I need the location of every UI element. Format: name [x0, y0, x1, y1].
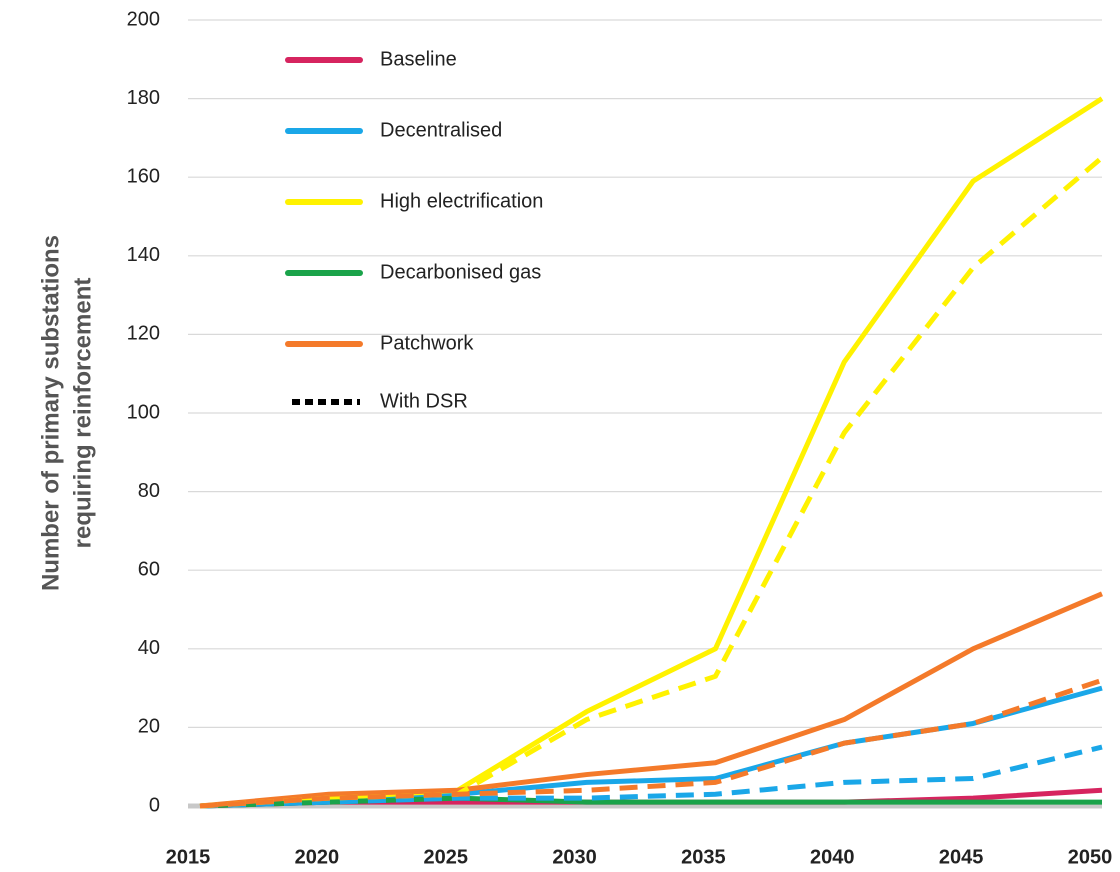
- y-tick-label: 20: [138, 716, 160, 738]
- legend-label: Decentralised: [380, 119, 502, 141]
- y-axis-label-line: Number of primary substations: [37, 235, 64, 591]
- legend-label: Patchwork: [380, 332, 474, 354]
- y-tick-label: 180: [127, 87, 160, 109]
- y-tick-label: 60: [138, 558, 160, 580]
- dsr-line: [199, 155, 1104, 809]
- y-axis-label-line: requiring reinforcement: [69, 278, 96, 549]
- y-tick-label: 40: [138, 637, 160, 659]
- legend-label: Baseline: [380, 48, 457, 70]
- x-tick-label: 2045: [939, 846, 984, 868]
- y-tick-label: 200: [127, 8, 160, 30]
- x-tick-label: 2050: [1068, 846, 1113, 868]
- y-tick-label: 140: [127, 244, 160, 266]
- legend-label: With DSR: [380, 390, 468, 412]
- y-tick-label: 0: [149, 794, 160, 816]
- y-tick-label: 80: [138, 480, 160, 502]
- legend-label: Decarbonised gas: [380, 261, 541, 283]
- y-axis-label: Number of primary substations requiring …: [37, 235, 96, 591]
- legend-label: High electrification: [380, 190, 543, 212]
- x-tick-label: 2025: [423, 846, 468, 868]
- x-tick-label: 2015: [166, 846, 211, 868]
- dsr-line: [199, 677, 1103, 809]
- x-tick-label: 2040: [810, 846, 855, 868]
- y-tick-label: 100: [127, 401, 160, 423]
- y-tick-label: 120: [127, 323, 160, 345]
- series-line: [199, 591, 1103, 809]
- x-tick-label: 2030: [552, 846, 597, 868]
- x-tick-label: 2020: [295, 846, 340, 868]
- dsr-line: [199, 744, 1103, 809]
- y-tick-label: 160: [127, 165, 160, 187]
- x-tick-label: 2035: [681, 846, 726, 868]
